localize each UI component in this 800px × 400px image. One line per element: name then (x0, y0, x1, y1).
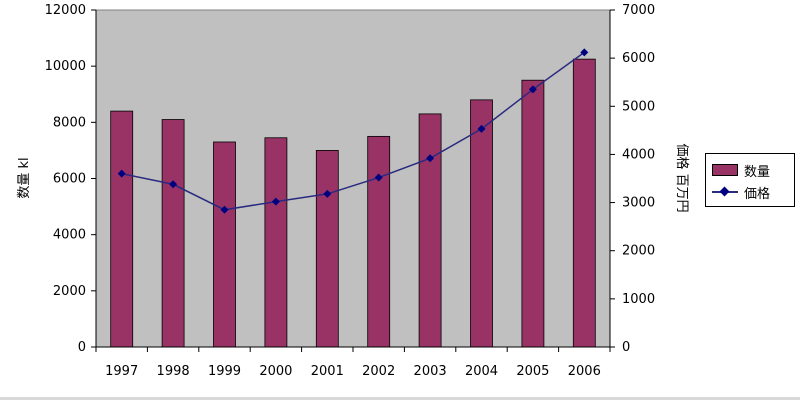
y-tick-label: 0 (78, 340, 86, 355)
line-point (477, 124, 486, 133)
legend-bar-swatch (712, 164, 738, 176)
y-tick-label: 2000 (53, 284, 86, 299)
y-tick-label: 12000 (45, 3, 86, 18)
y2-axis-title: 価格 百万円 (674, 143, 690, 212)
y-tick-label: 10000 (45, 59, 86, 74)
bar (572, 58, 596, 348)
bar (521, 79, 545, 348)
bar (213, 141, 236, 348)
y-axis-title: 数量 kl (17, 157, 32, 198)
legend-line-swatch (712, 186, 738, 198)
y2-tick-label: 5000 (622, 99, 655, 114)
bar (367, 135, 391, 348)
line-point (271, 197, 280, 206)
x-tick-label: 2004 (465, 364, 498, 379)
legend-item-line: 価格 (712, 182, 770, 202)
line-point (220, 205, 229, 214)
x-tick-label: 2001 (311, 364, 344, 379)
x-tick-label: 2000 (259, 364, 292, 379)
bar (418, 113, 442, 348)
bar (470, 99, 493, 348)
y2-tick-label: 0 (622, 340, 630, 355)
line-point (426, 154, 435, 163)
bottom-rule (0, 397, 800, 400)
y2-tick-label: 7000 (622, 3, 655, 18)
line-point (528, 85, 537, 94)
legend: 数量 価格 (705, 153, 795, 207)
x-tick-label: 2003 (414, 364, 447, 379)
line-point (117, 169, 126, 178)
y-tick-label: 8000 (53, 115, 86, 130)
y2-tick-label: 4000 (622, 147, 655, 162)
y2-tick-label: 1000 (622, 292, 655, 307)
bar (315, 150, 339, 348)
y2-tick-label: 6000 (622, 51, 655, 66)
line-point (169, 180, 178, 189)
y2-tick-label: 3000 (622, 196, 655, 211)
y-tick-label: 6000 (53, 172, 86, 187)
legend-label: 価格 (744, 186, 771, 202)
bar (264, 137, 288, 348)
bar (161, 119, 185, 348)
legend-label: 数量 (744, 164, 771, 180)
line-point (323, 189, 332, 198)
x-tick-label: 1998 (157, 364, 190, 379)
x-tick-label: 1999 (208, 364, 241, 379)
y2-tick-label: 2000 (622, 244, 655, 259)
bar (110, 110, 134, 348)
y-tick-label: 4000 (53, 228, 86, 243)
x-tick-label: 1997 (105, 364, 138, 379)
line-point (374, 173, 383, 182)
x-tick-label: 2002 (362, 364, 395, 379)
legend-item-bar: 数量 (712, 160, 770, 180)
line-point (580, 48, 589, 57)
x-tick-label: 2006 (568, 364, 601, 379)
series-line (121, 51, 585, 211)
x-tick-label: 2005 (516, 364, 549, 379)
